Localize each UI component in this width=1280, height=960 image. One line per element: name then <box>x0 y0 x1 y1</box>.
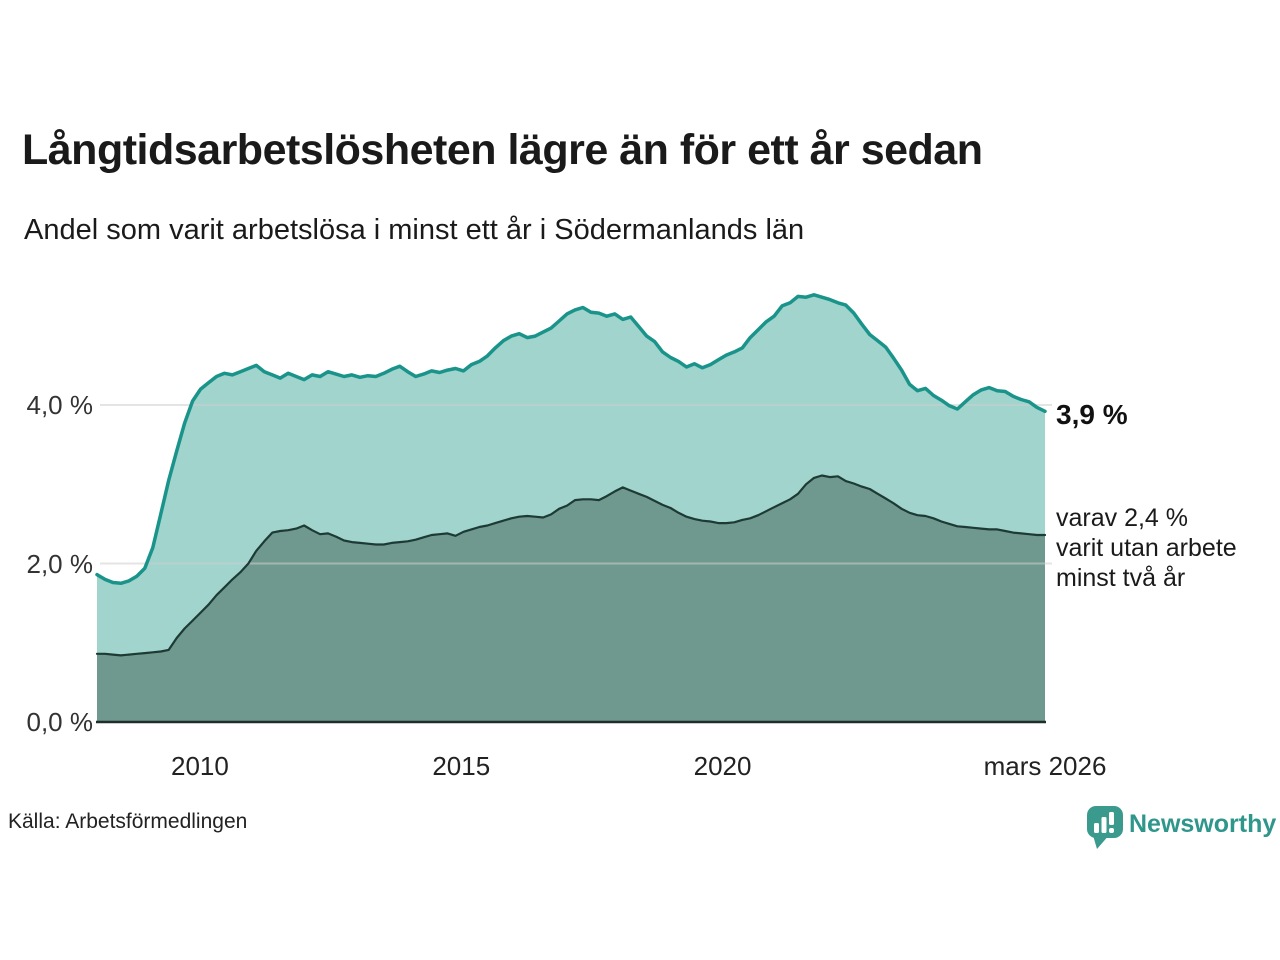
two-year-annotation-line1: varav 2,4 % <box>1056 504 1189 532</box>
two-year-annotation-line2: varit utan arbete <box>1056 534 1237 562</box>
x-tick-label: 2010 <box>171 751 229 781</box>
x-tick-label: 2015 <box>432 751 491 781</box>
two-year-annotation: varav 2,4 % varit utan arbete minst två … <box>1056 503 1237 593</box>
gridlines <box>100 404 1052 565</box>
newsworthy-logo <box>1086 804 1276 850</box>
page-subtitle: Andel som varit arbetslösa i minst ett å… <box>24 214 805 246</box>
x-tick-label: 2020 <box>693 751 752 781</box>
newsworthy-logo-text: Newsworthy <box>1129 810 1277 838</box>
y-tick-label: 4,0 % <box>26 390 94 420</box>
y-tick-label: 2,0 % <box>26 548 94 579</box>
page-title: Långtidsarbetslösheten lägre än för ett … <box>22 126 983 174</box>
two-year-annotation-line3: minst två år <box>1056 564 1186 592</box>
newsworthy-logo-icon <box>1087 806 1123 849</box>
y-tick-label: 0,0 % <box>26 707 94 737</box>
line-two-year-series <box>95 474 1047 657</box>
line-total-series <box>95 293 1047 586</box>
latest-total-label: 3,9 % <box>1056 399 1128 430</box>
area-two-year-series <box>97 475 1045 722</box>
source-credit: Källa: Arbetsförmedlingen <box>8 810 248 833</box>
x-tick-label: mars 2026 <box>983 751 1107 781</box>
